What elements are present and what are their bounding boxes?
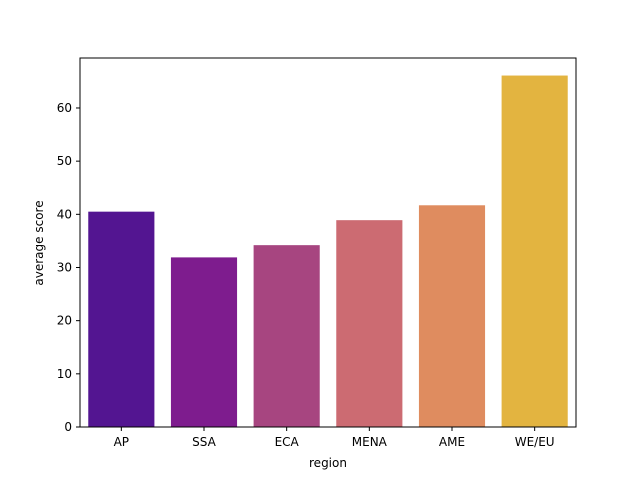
y-axis-ticks: 0 10 20 30 40 50 60: [57, 101, 80, 434]
y-tick-label: 0: [64, 420, 72, 434]
y-tick-label: 40: [57, 207, 72, 221]
y-tick-label: 20: [57, 314, 72, 328]
x-tick-label: ECA: [275, 435, 300, 449]
y-axis-label: average score: [32, 200, 46, 285]
x-tick-label: SSA: [192, 435, 216, 449]
bar-ssa: [170, 257, 238, 427]
bars-group: [88, 75, 568, 427]
y-tick-label: 60: [57, 101, 72, 115]
bar-ap: [88, 211, 155, 427]
x-tick-label: MENA: [352, 435, 388, 449]
y-tick-label: 10: [57, 367, 72, 381]
y-tick-label: 50: [57, 154, 72, 168]
plot-frame: [79, 57, 577, 428]
x-axis-label: region: [309, 456, 347, 470]
x-tick-label: AP: [114, 435, 129, 449]
x-tick-label: AME: [439, 435, 465, 449]
x-axis-ticks: AP SSA ECA MENA AME WE/EU: [114, 427, 555, 449]
x-tick-label: WE/EU: [515, 435, 555, 449]
y-tick-label: 30: [57, 260, 72, 274]
bar-mena: [336, 220, 403, 427]
bar-eca: [253, 245, 320, 427]
bar-ame: [418, 205, 486, 427]
bar-we-eu: [501, 75, 568, 427]
